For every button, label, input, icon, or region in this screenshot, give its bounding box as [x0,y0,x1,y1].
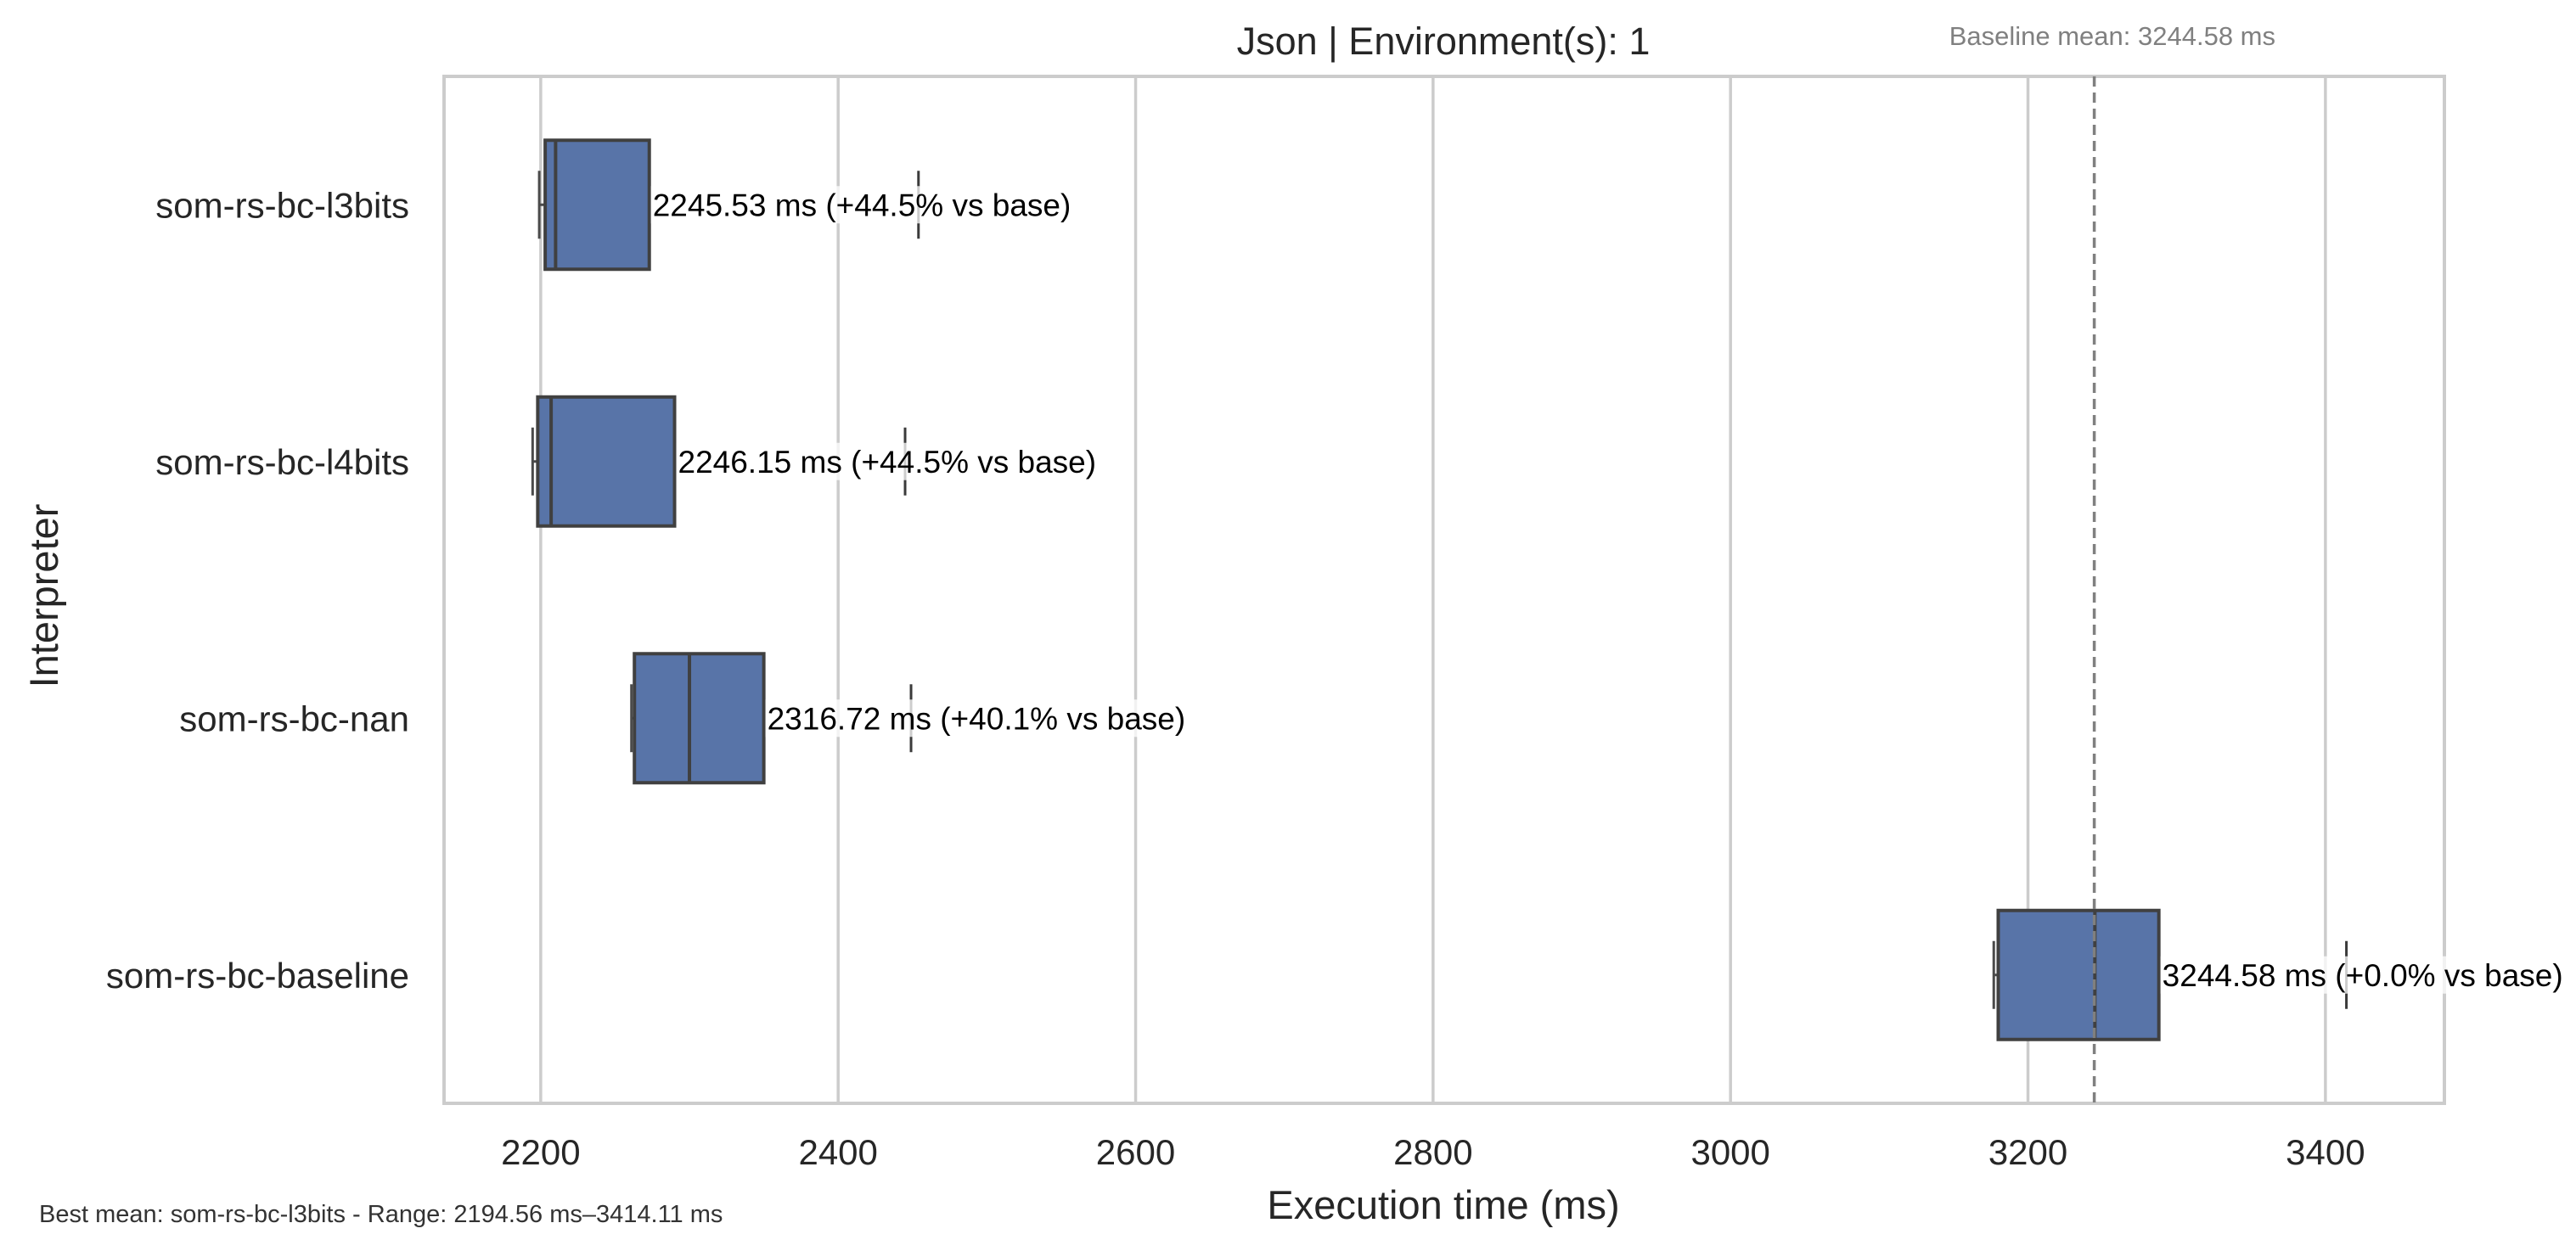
mean-label: 2245.53 ms (+44.5% vs base) [650,186,1075,224]
x-tick-label: 2600 [1096,1132,1175,1172]
mean-label-background [2160,956,2567,994]
mean-label: 3244.58 ms (+0.0% vs base) [2160,956,2567,994]
mean-label: 2316.72 ms (+40.1% vs base) [765,699,1190,738]
box-group [531,138,2348,1041]
plot-area-frame [442,75,2446,1105]
mean-label: 2246.15 ms (+44.5% vs base) [676,442,1100,480]
x-tick-label: 3000 [1690,1132,1769,1172]
x-axis-label: Execution time (ms) [1267,1182,1619,1227]
box [633,652,766,785]
mean-label-background [676,442,1100,480]
box [543,138,651,272]
mean-label-text: 2245.53 ms (+44.5% vs base) [653,188,1071,222]
x-tick-label: 2800 [1393,1132,1472,1172]
mean-label-background [650,186,1075,224]
mean-label-text: 2246.15 ms (+44.5% vs base) [678,445,1097,480]
x-tick-label: 3400 [2286,1132,2365,1172]
y-axis-label: Interpreter [21,504,66,688]
y-tick-label: som-rs-bc-l3bits [155,185,409,225]
mean-label-text: 3244.58 ms (+0.0% vs base) [2163,958,2563,993]
box [1996,908,2161,1041]
baseline-mean-note: Baseline mean: 3244.58 ms [1949,21,2275,51]
footer-note: Best mean: som-rs-bc-l3bits - Range: 219… [39,1201,723,1228]
y-tick-label: som-rs-bc-l4bits [155,442,409,482]
y-tick-label: som-rs-bc-nan [179,698,409,738]
mean-labels: 2245.53 ms (+44.5% vs base) 2246.15 ms (+… [650,186,2567,994]
y-tick-label: som-rs-bc-baseline [106,956,409,996]
mean-label-text: 2316.72 ms (+40.1% vs base) [768,701,1186,736]
axis-ticks: 2200 2400 2600 2800 3000 3200 3400 som-rs-bc-l3… [106,185,2365,1172]
mean-label-background [765,699,1190,738]
x-tick-label: 2400 [798,1132,877,1172]
x-tick-label: 2200 [501,1132,580,1172]
x-tick-label: 3200 [1988,1132,2067,1172]
chart-title: Json | Environment(s): 1 [1237,20,1651,63]
box [536,395,677,528]
